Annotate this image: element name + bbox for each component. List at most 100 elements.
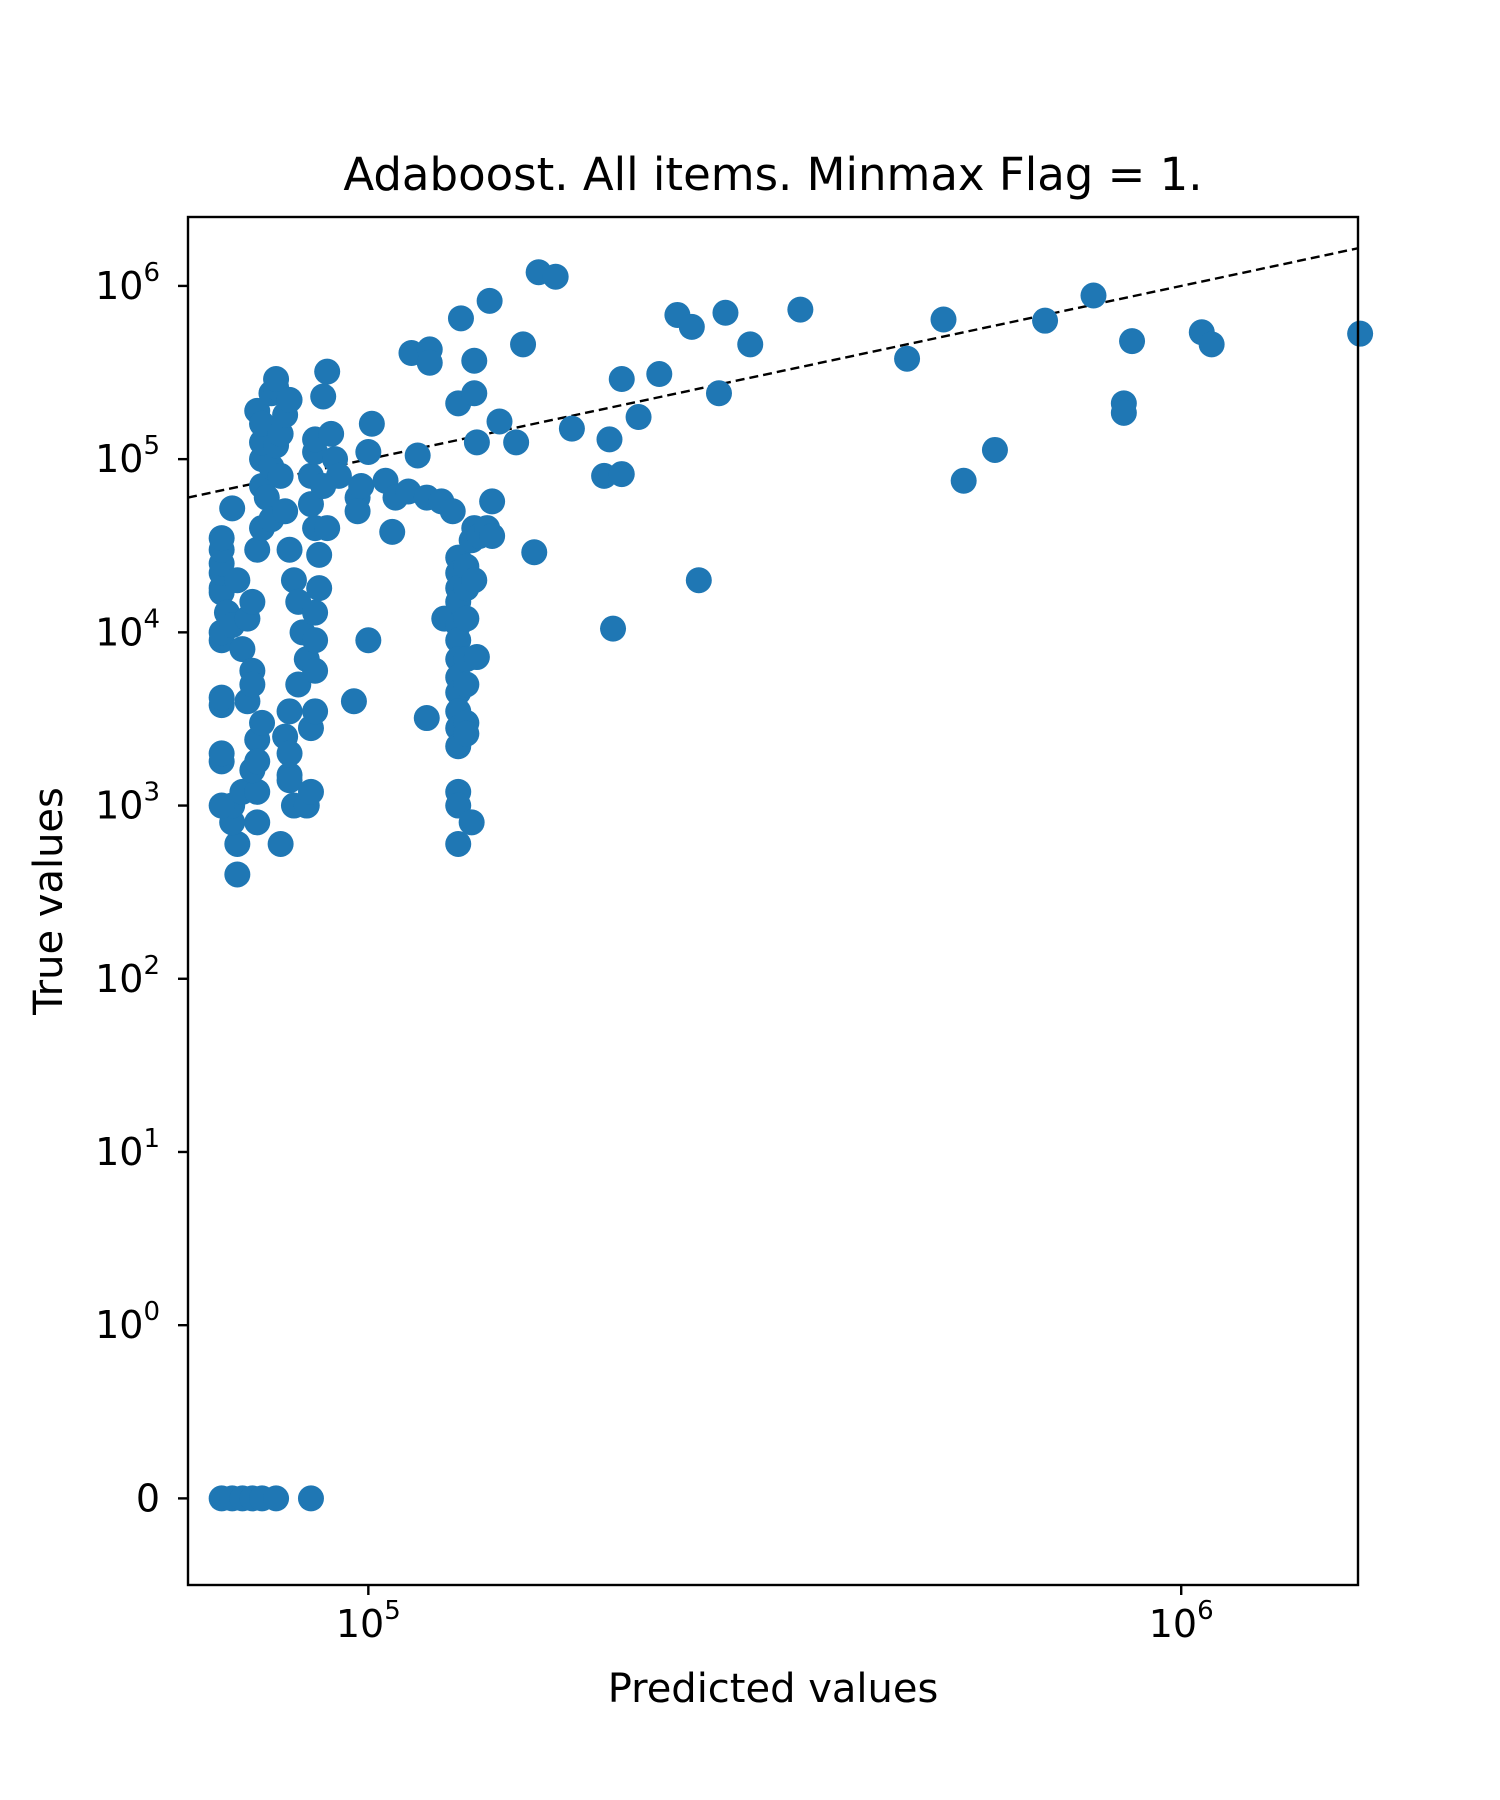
data-point (224, 830, 251, 857)
data-point (476, 287, 503, 314)
data-point (318, 420, 345, 447)
data-point (453, 720, 480, 747)
x-axis: 105 106 (336, 1585, 1214, 1646)
data-point (229, 636, 256, 663)
data-point (445, 830, 472, 857)
data-point (302, 627, 329, 654)
data-point (558, 415, 585, 442)
data-point (267, 830, 294, 857)
y-tick-label: 101 (95, 1124, 160, 1174)
data-point (950, 467, 977, 494)
data-point (1110, 399, 1137, 426)
y-tick-label: 104 (95, 604, 160, 654)
data-point (208, 525, 235, 552)
y-axis-label: True values (26, 787, 72, 1016)
data-point (625, 404, 652, 431)
reference-diagonal-line (187, 247, 1359, 499)
data-point (297, 1485, 324, 1512)
data-point (276, 740, 303, 767)
data-point (244, 536, 271, 563)
y-tick-label: 106 (95, 258, 160, 308)
data-point (267, 462, 294, 489)
data-point (276, 767, 303, 794)
data-point (253, 484, 280, 511)
data-point (737, 331, 764, 358)
data-point (596, 426, 623, 453)
data-point (600, 615, 627, 642)
data-point (439, 498, 466, 525)
data-point (1119, 328, 1146, 355)
data-point (302, 698, 329, 725)
data-point (379, 518, 406, 545)
data-point (1198, 331, 1225, 358)
data-point (503, 429, 530, 456)
data-point (249, 709, 276, 736)
data-point (705, 380, 732, 407)
data-point (479, 488, 506, 515)
data-point (453, 671, 480, 698)
data-point (297, 778, 324, 805)
data-point (521, 539, 548, 566)
data-point (458, 809, 485, 836)
data-point (1032, 307, 1059, 334)
data-point (244, 809, 271, 836)
data-point (1080, 282, 1107, 309)
data-point (358, 410, 385, 437)
plot-frame (186, 215, 1360, 1587)
data-point (340, 688, 367, 715)
chart-title: Adaboost. All items. Minmax Flag = 1. (343, 148, 1202, 201)
data-point (310, 472, 337, 499)
data-point (404, 442, 431, 469)
data-point (239, 588, 266, 615)
data-point (344, 498, 371, 525)
data-point (463, 429, 490, 456)
data-point (461, 347, 488, 374)
data-point (416, 349, 443, 376)
data-point (272, 498, 299, 525)
data-point (413, 705, 440, 732)
data-point (239, 671, 266, 698)
data-point (787, 296, 814, 323)
data-point (244, 748, 271, 775)
data-point (208, 740, 235, 767)
data-point (685, 567, 712, 594)
y-tick-label: 105 (95, 431, 160, 481)
data-point (310, 383, 337, 410)
data-point (712, 299, 739, 326)
data-point (208, 792, 235, 819)
data-point (930, 306, 957, 333)
data-point (280, 567, 307, 594)
data-point (1347, 320, 1374, 347)
x-tick-label: 105 (336, 1596, 401, 1646)
data-point (461, 380, 488, 407)
data-point (894, 345, 921, 372)
data-point (355, 627, 382, 654)
data-point (224, 861, 251, 888)
data-point (479, 522, 506, 549)
data-point (302, 657, 329, 684)
y-axis: 0 100 101 102 103 104 105 106 (95, 258, 188, 1520)
data-point (981, 436, 1008, 463)
y-tick-label: 102 (95, 951, 160, 1001)
x-axis-label: Predicted values (608, 1666, 939, 1712)
data-point (306, 575, 333, 602)
data-point (646, 361, 673, 388)
data-point (263, 366, 290, 393)
data-point (244, 778, 271, 805)
data-point (348, 472, 375, 499)
data-point (314, 515, 341, 542)
data-point (447, 305, 474, 332)
data-point (542, 263, 569, 290)
data-point (453, 605, 480, 632)
y-tick-label: 103 (95, 778, 160, 828)
data-point (276, 698, 303, 725)
data-point (314, 358, 341, 385)
data-point (276, 386, 303, 413)
data-point (463, 644, 490, 671)
y-tick-label: 0 (136, 1476, 160, 1520)
data-point (678, 313, 705, 340)
data-point (486, 408, 513, 435)
data-point (355, 438, 382, 465)
y-tick-label: 100 (95, 1297, 160, 1347)
